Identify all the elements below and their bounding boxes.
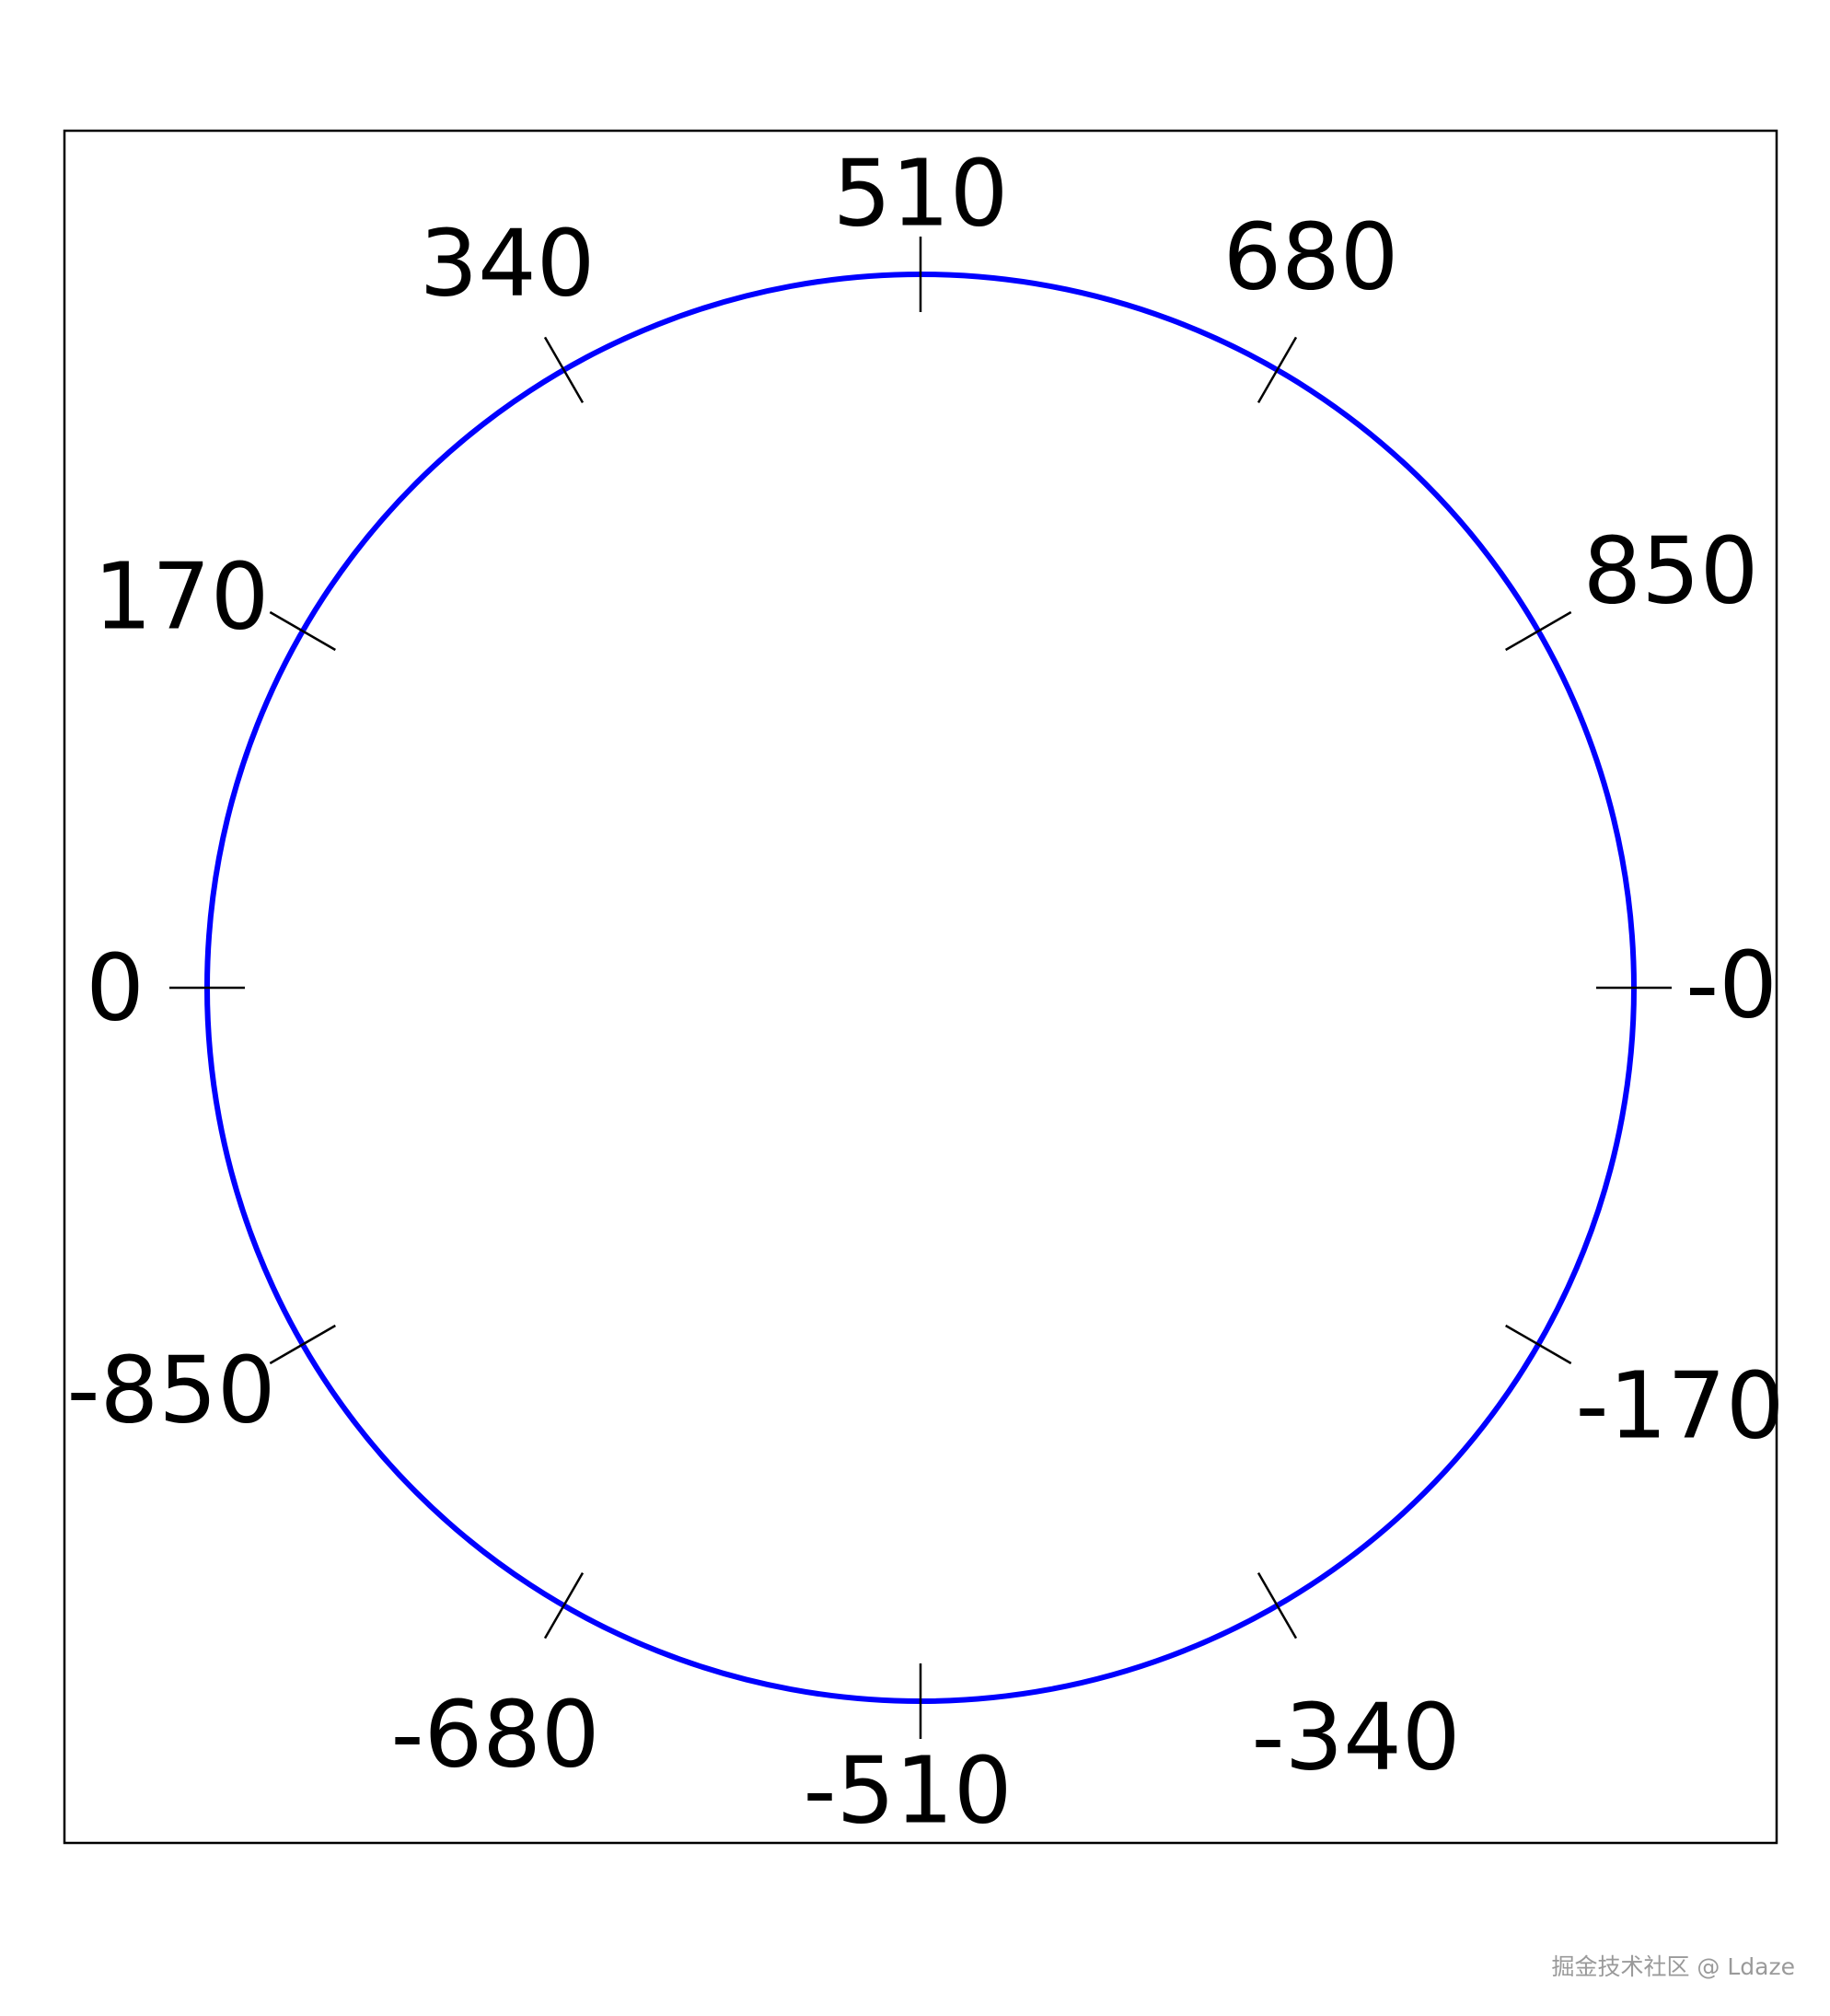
tick-mark: [1505, 610, 1572, 652]
tick-label: 680: [1223, 203, 1399, 311]
tick-mark: [1257, 1572, 1298, 1639]
circle-series: [204, 272, 1637, 1704]
tick-label: 170: [94, 543, 270, 651]
tick-mark: [269, 610, 336, 652]
tick-mark: [543, 1572, 585, 1639]
tick-label: -340: [1252, 1684, 1461, 1791]
tick-mark: [1257, 336, 1298, 403]
tick-label: -510: [804, 1737, 1013, 1845]
tick-mark: [1505, 1324, 1572, 1365]
plot-frame: [63, 129, 1778, 1845]
tick-label: 510: [833, 140, 1009, 248]
watermark: 掘金技术社区 @ Ldaze: [1551, 1953, 1795, 1980]
tick-label: -850: [67, 1337, 276, 1444]
tick-label: 340: [420, 210, 596, 318]
tick-label: 850: [1583, 517, 1759, 625]
tick-label: 0: [86, 934, 145, 1042]
tick-mark: [269, 1324, 336, 1365]
tick-mark: [543, 336, 585, 403]
tick-label: -680: [391, 1681, 600, 1789]
tick-label: -0: [1685, 932, 1778, 1039]
tick-label: -170: [1576, 1352, 1785, 1460]
